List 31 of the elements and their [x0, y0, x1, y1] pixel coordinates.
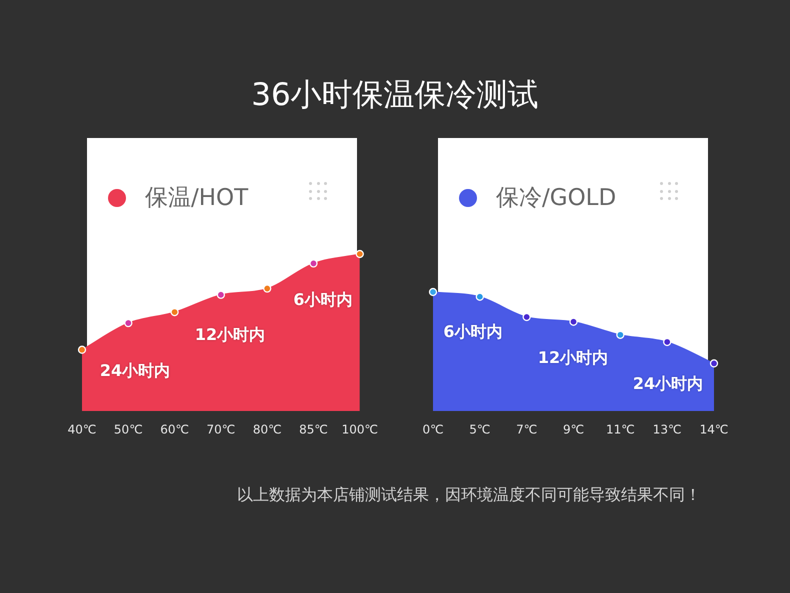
- point: [476, 292, 484, 301]
- point: [216, 290, 226, 299]
- x-tick-label: 70℃: [206, 422, 236, 436]
- annotation: 12小时内: [194, 325, 266, 345]
- x-tick-label: 100℃: [342, 422, 378, 436]
- x-tick-label: 40℃: [68, 422, 96, 436]
- point: [710, 359, 718, 368]
- point: [428, 288, 438, 296]
- x-tick-label: 60℃: [160, 422, 189, 436]
- annotation: 24小时内: [100, 361, 170, 381]
- legend-label: 保温/HOT: [145, 184, 248, 213]
- annotation: 6小时内: [443, 322, 503, 342]
- point: [78, 346, 86, 354]
- x-tick-label: 13℃: [652, 422, 682, 436]
- point: [569, 318, 578, 326]
- x-tick-label: 14℃: [700, 422, 728, 436]
- text: 以上数据为本店铺测试结果，因环境温度不同可能导致结果不同！: [237, 485, 701, 505]
- annotation: 24小时内: [632, 374, 704, 394]
- chart-title: 36小时保温保冷测试: [250, 76, 540, 114]
- x-tick-label: 80℃: [252, 422, 282, 436]
- annotation: 12小时内: [538, 348, 608, 368]
- x-tick-label: 50℃: [114, 422, 143, 436]
- x-tick-label: 5℃: [469, 422, 490, 436]
- point: [356, 250, 364, 258]
- x-tick-label: 9℃: [562, 422, 584, 436]
- x-tick-label: 7℃: [516, 422, 538, 436]
- x-tick-label: 0℃: [422, 422, 444, 436]
- x-tick-label: 85℃: [299, 422, 328, 436]
- x-tick-label: 11℃: [606, 422, 635, 436]
- legend-label: 保冷/GOLD: [496, 184, 616, 213]
- annotation: 6小时内: [293, 290, 353, 310]
